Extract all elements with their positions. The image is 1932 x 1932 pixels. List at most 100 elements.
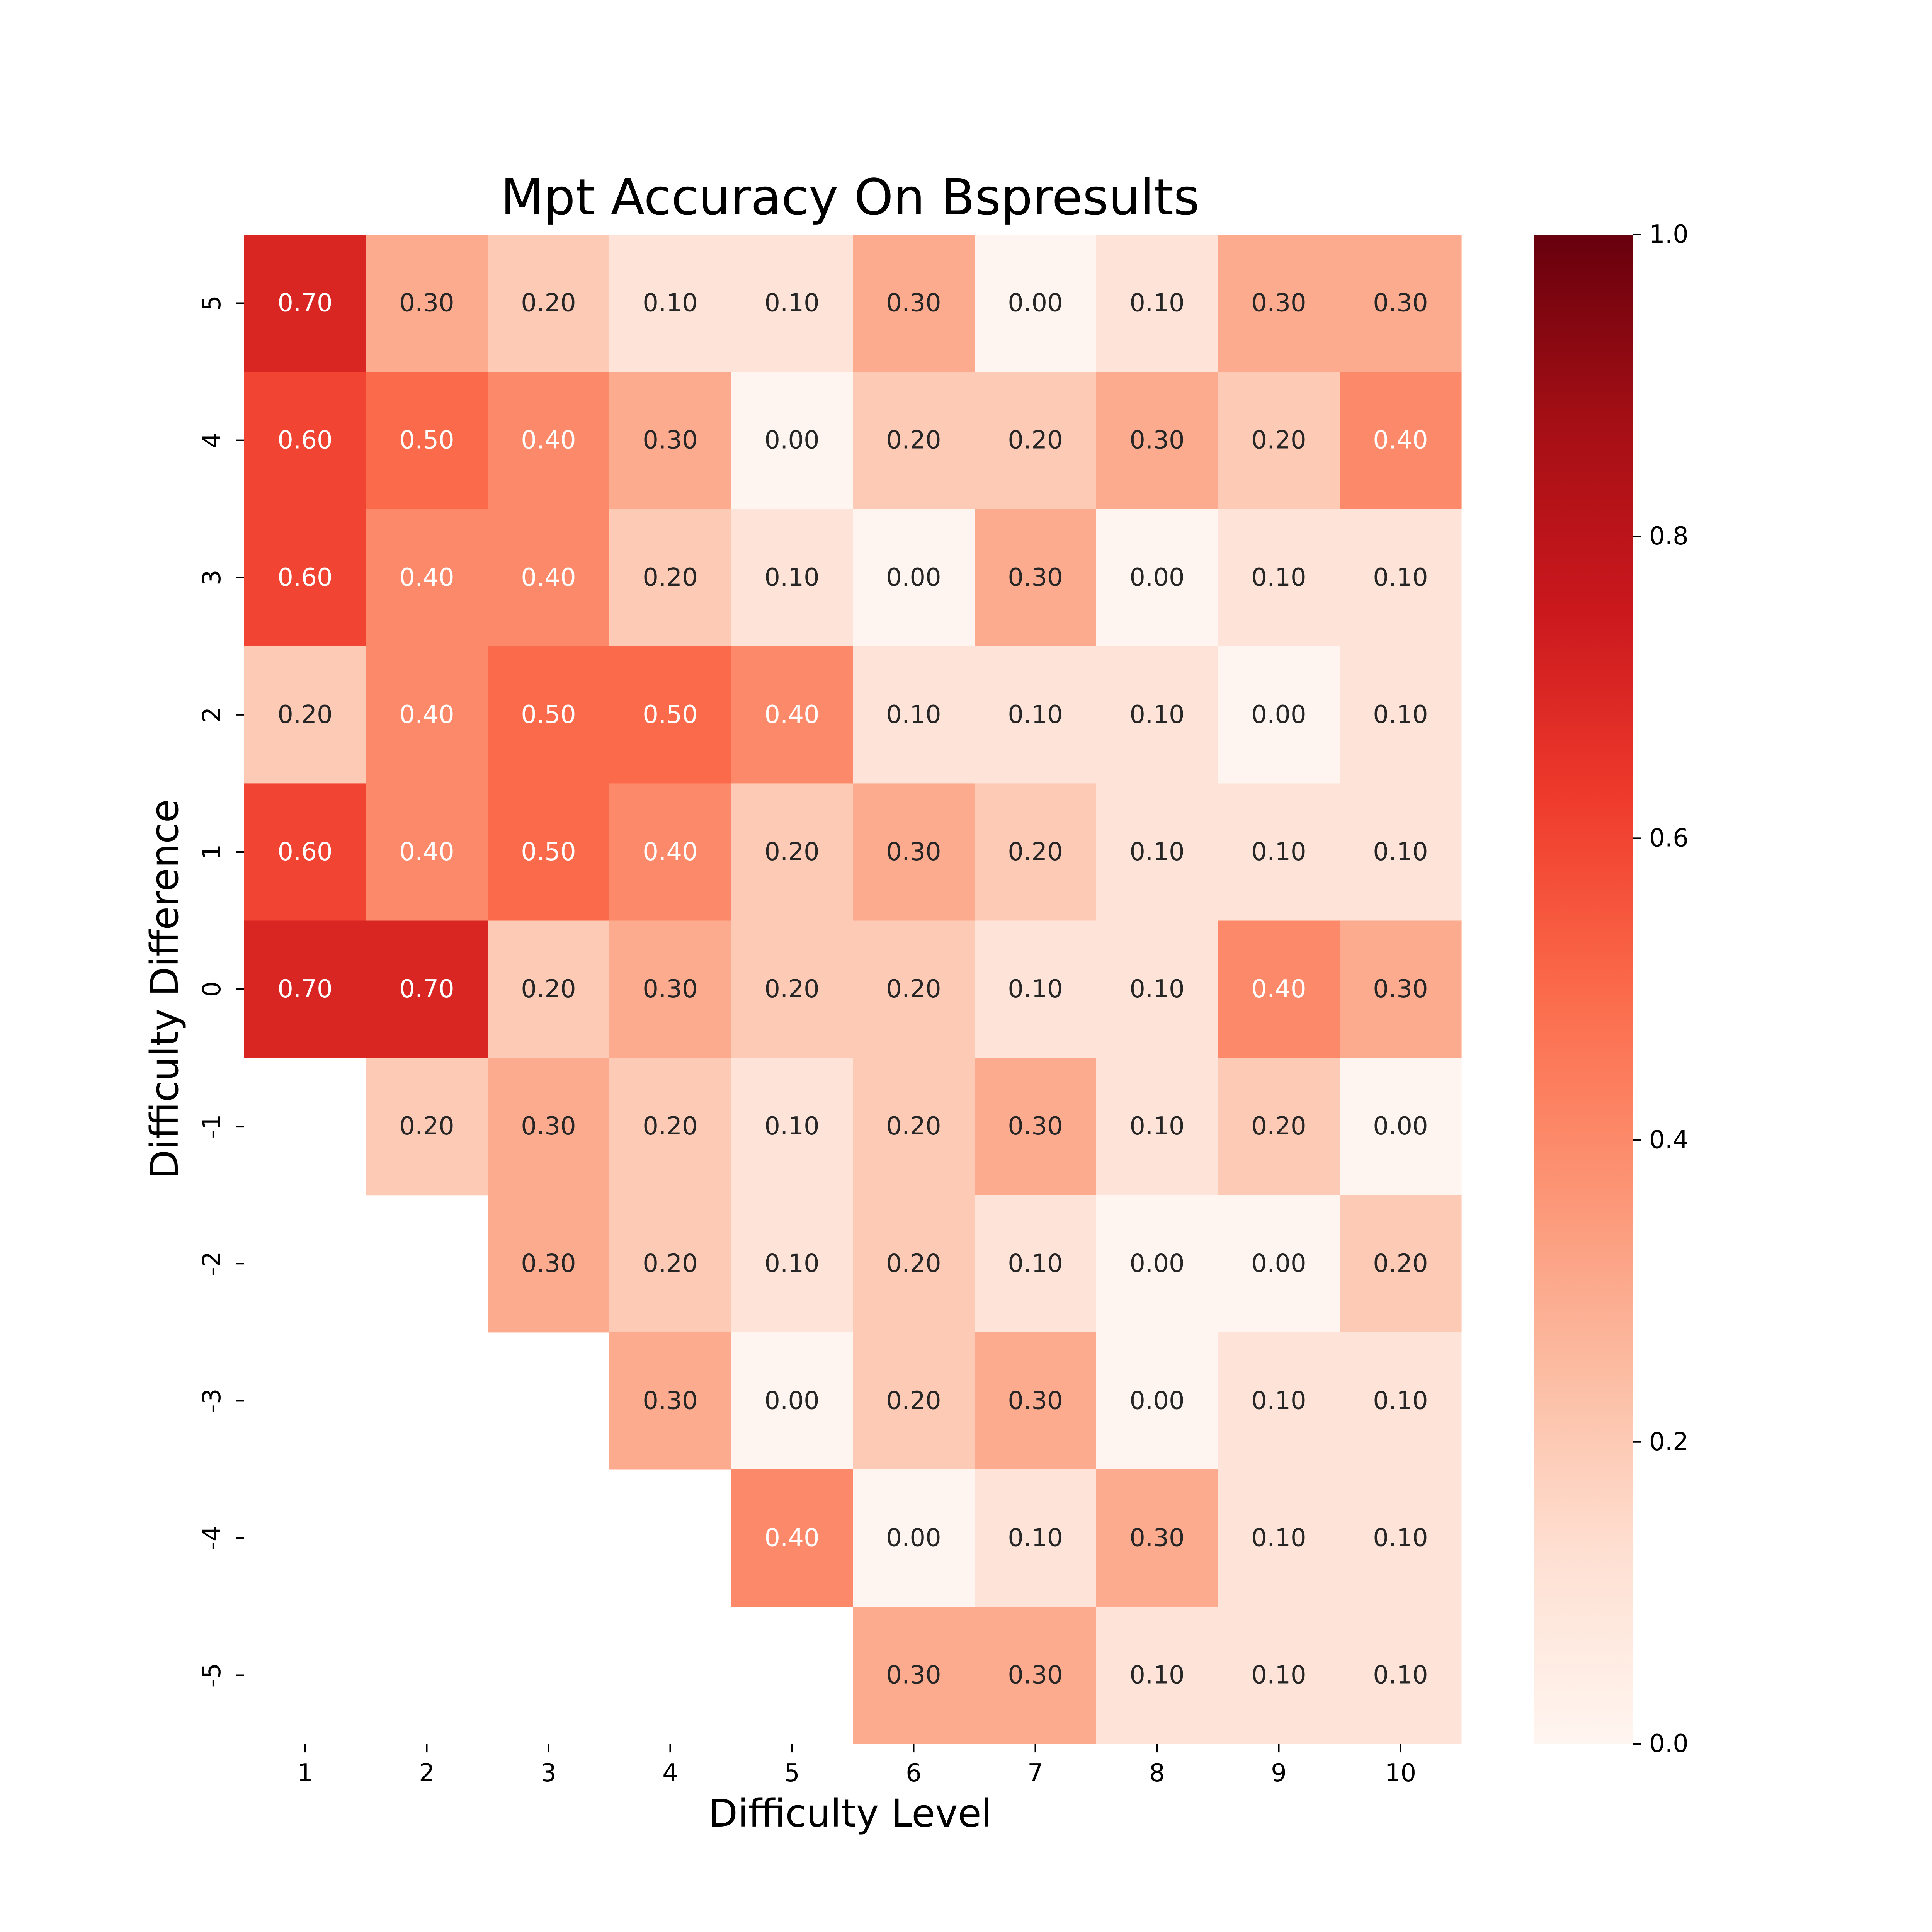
heatmap-cell	[244, 646, 366, 784]
heatmap-cell	[1218, 783, 1340, 921]
cell-value-label: 0.20	[1008, 838, 1063, 866]
cell-value-label: 0.00	[1129, 1249, 1185, 1278]
cell-value-label: 0.20	[643, 563, 698, 592]
heatmap-cell	[1096, 1469, 1218, 1607]
heatmap-cell	[1096, 235, 1218, 372]
heatmap-cell	[1340, 1058, 1462, 1196]
cell-value-label: 0.20	[1373, 1249, 1428, 1278]
cell-value-label: 0.10	[1373, 1386, 1428, 1415]
cell-value-label: 0.30	[1008, 563, 1063, 592]
x-axis-ticks: 1 2 3 4 5 6 7 8 9 10	[297, 1744, 1416, 1787]
y-tick-label: -1	[198, 1114, 226, 1139]
heatmap-cell	[488, 920, 610, 1058]
x-tick-label: 8	[1149, 1759, 1165, 1787]
y-tick-label: 4	[198, 432, 226, 448]
cell-value-label: 0.10	[1373, 563, 1428, 592]
heatmap-cell	[609, 783, 731, 921]
heatmap-cell	[731, 235, 853, 372]
cell-value-label: 0.00	[1251, 701, 1306, 729]
heatmap-cell	[853, 1058, 975, 1196]
cell-value-label: 0.70	[399, 975, 454, 1003]
cell-value-label: 0.20	[277, 701, 333, 729]
cell-value-label: 0.30	[1129, 1524, 1185, 1552]
cell-value-label: 0.40	[521, 426, 576, 455]
y-tick-label: -2	[198, 1251, 226, 1276]
cell-value-label: 0.60	[277, 563, 333, 592]
cell-value-label: 0.50	[399, 426, 454, 455]
cell-value-label: 0.10	[1008, 1249, 1063, 1278]
cell-value-label: 0.30	[643, 426, 698, 455]
x-tick-label: 2	[419, 1759, 435, 1787]
heatmap-cell	[609, 372, 731, 509]
heatmap-cell	[853, 1332, 975, 1470]
heatmap-cell	[1218, 1332, 1340, 1470]
heatmap-cell	[1218, 509, 1340, 646]
heatmap-cell	[975, 1332, 1097, 1470]
heatmap-cell	[1340, 1195, 1462, 1333]
heatmap-cell	[1340, 372, 1462, 509]
heatmap-cell	[1340, 1607, 1462, 1744]
heatmap-cell	[609, 509, 731, 646]
cell-value-label: 0.20	[886, 426, 941, 455]
heatmap-cell	[853, 1195, 975, 1333]
x-tick-label: 10	[1385, 1759, 1416, 1787]
heatmap-cell	[609, 646, 731, 784]
x-axis-label: Difficulty Level	[708, 1791, 992, 1836]
cell-value-label: 0.40	[764, 1524, 820, 1552]
cell-value-label: 0.00	[1129, 1386, 1185, 1415]
heatmap-cell	[731, 1469, 853, 1607]
heatmap-cell	[975, 783, 1097, 921]
y-tick-label: 0	[198, 981, 226, 997]
cell-value-label: 0.10	[1008, 1524, 1063, 1552]
heatmap-cell	[1218, 1058, 1340, 1196]
cell-value-label: 0.30	[1129, 426, 1185, 455]
y-tick-label: -4	[198, 1526, 226, 1551]
cell-value-label: 0.60	[277, 838, 333, 866]
heatmap-cell	[853, 372, 975, 509]
heatmap-cell	[731, 920, 853, 1058]
cell-value-label: 0.20	[643, 1249, 698, 1278]
cell-value-label: 0.10	[1129, 1661, 1185, 1690]
y-tick-label: 5	[198, 295, 226, 311]
cell-value-label: 0.10	[1251, 563, 1306, 592]
cell-value-label: 0.30	[1373, 289, 1428, 318]
colorbar-tick-label: 0.6	[1649, 824, 1689, 852]
heatmap-cell	[853, 235, 975, 372]
y-tick-label: 3	[198, 570, 226, 585]
heatmap-cell	[244, 372, 366, 509]
heatmap-cell	[1218, 1469, 1340, 1607]
heatmap-cell	[1340, 1469, 1462, 1607]
heatmap-cell	[1218, 1195, 1340, 1333]
y-tick-label: 2	[198, 707, 226, 723]
colorbar-tick-label: 0.4	[1649, 1126, 1689, 1155]
cell-value-label: 0.00	[1008, 289, 1063, 318]
heatmap-cell	[488, 509, 610, 646]
cell-value-label: 0.10	[1373, 1524, 1428, 1552]
cell-value-label: 0.00	[764, 1386, 820, 1415]
heatmap-cell	[853, 920, 975, 1058]
cell-value-label: 0.00	[886, 563, 941, 592]
cell-value-label: 0.10	[764, 563, 820, 592]
heatmap-cell	[1096, 646, 1218, 784]
heatmap-cell	[731, 1195, 853, 1333]
heatmap-cell	[1096, 372, 1218, 509]
cell-value-label: 0.60	[277, 426, 333, 455]
cell-value-label: 0.70	[277, 975, 333, 1003]
heatmap-cell	[488, 372, 610, 509]
cell-value-label: 0.10	[886, 701, 941, 729]
heatmap-cell	[1340, 646, 1462, 784]
cell-value-label: 0.40	[399, 701, 454, 729]
cell-value-label: 0.00	[1251, 1249, 1306, 1278]
heatmap-cell	[853, 1469, 975, 1607]
cell-value-label: 0.30	[399, 289, 454, 318]
heatmap-cell	[488, 646, 610, 784]
cell-value-label: 0.10	[1008, 975, 1063, 1003]
heatmap-cell	[975, 920, 1097, 1058]
heatmap-cell	[1096, 1195, 1218, 1333]
heatmap-cell	[1096, 783, 1218, 921]
cell-value-label: 0.00	[1373, 1112, 1428, 1141]
heatmap-cell	[1218, 920, 1340, 1058]
heatmap-cell	[975, 1195, 1097, 1333]
x-tick-label: 5	[784, 1759, 800, 1787]
heatmap-cell	[609, 1058, 731, 1196]
